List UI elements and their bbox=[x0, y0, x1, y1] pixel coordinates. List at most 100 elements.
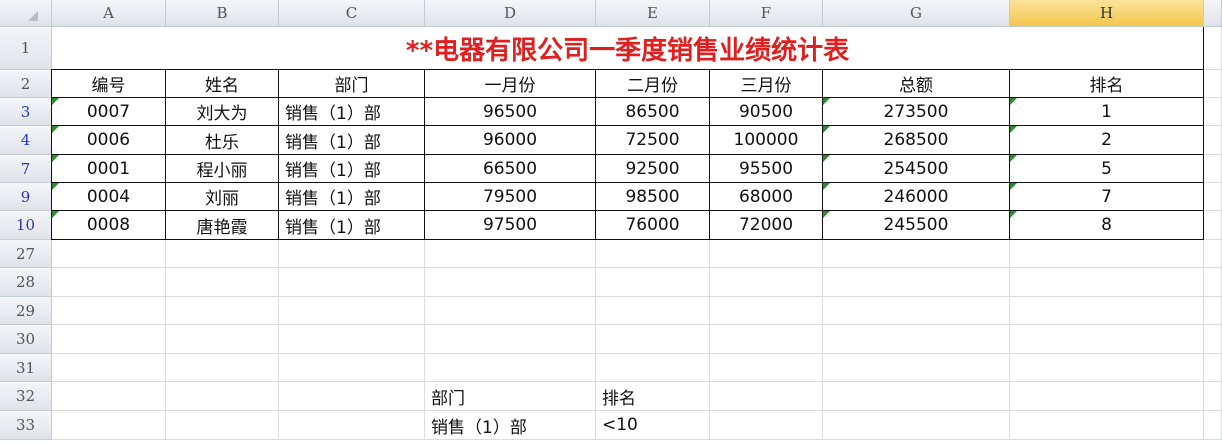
header-cell[interactable]: 部门 bbox=[278, 69, 425, 98]
cell[interactable] bbox=[823, 297, 1010, 325]
data-cell[interactable]: 销售（1）部 bbox=[278, 210, 425, 240]
data-cell[interactable]: 杜乐 bbox=[165, 125, 279, 155]
data-cell[interactable]: 0001 bbox=[51, 154, 166, 183]
data-cell[interactable]: 唐艳霞 bbox=[165, 210, 279, 240]
data-cell[interactable]: 98500 bbox=[595, 182, 710, 211]
cell[interactable] bbox=[596, 240, 710, 268]
cell[interactable] bbox=[1010, 325, 1204, 354]
row-header[interactable]: 4 bbox=[0, 126, 52, 155]
cell[interactable] bbox=[710, 297, 823, 325]
data-cell[interactable]: 刘丽 bbox=[165, 182, 279, 211]
cell[interactable] bbox=[279, 297, 425, 325]
cell[interactable] bbox=[52, 268, 166, 297]
cell[interactable] bbox=[166, 382, 279, 411]
cell[interactable] bbox=[1204, 98, 1222, 126]
data-cell[interactable]: 0006 bbox=[51, 125, 166, 155]
select-all-corner[interactable] bbox=[0, 0, 52, 27]
data-cell[interactable]: 92500 bbox=[595, 154, 710, 183]
cell[interactable] bbox=[710, 325, 823, 354]
header-cell[interactable]: 三月份 bbox=[709, 69, 823, 98]
data-cell[interactable]: 销售（1）部 bbox=[278, 97, 425, 126]
cell[interactable] bbox=[1010, 268, 1204, 297]
data-cell[interactable]: 销售（1）部 bbox=[278, 154, 425, 183]
row-header[interactable]: 29 bbox=[0, 297, 52, 325]
data-cell[interactable]: 273500 bbox=[822, 97, 1010, 126]
cell[interactable] bbox=[52, 382, 166, 411]
cell[interactable] bbox=[823, 354, 1010, 382]
data-cell[interactable]: 1 bbox=[1009, 97, 1204, 126]
cell[interactable] bbox=[1010, 297, 1204, 325]
cell[interactable] bbox=[279, 411, 425, 440]
header-cell[interactable]: 二月份 bbox=[595, 69, 710, 98]
column-header-f[interactable]: F bbox=[710, 0, 823, 27]
header-cell[interactable]: 总额 bbox=[822, 69, 1010, 98]
data-cell[interactable]: 5 bbox=[1009, 154, 1204, 183]
cell[interactable] bbox=[425, 268, 596, 297]
data-cell[interactable]: 90500 bbox=[709, 97, 823, 126]
cell[interactable] bbox=[1204, 411, 1222, 440]
cell[interactable] bbox=[710, 382, 823, 411]
header-cell[interactable]: 编号 bbox=[51, 69, 166, 98]
data-cell[interactable]: 0007 bbox=[51, 97, 166, 126]
column-header-a[interactable]: A bbox=[52, 0, 166, 27]
data-cell[interactable]: 0008 bbox=[51, 210, 166, 240]
row-header[interactable]: 10 bbox=[0, 211, 52, 240]
column-header-e[interactable]: E bbox=[596, 0, 710, 27]
cell[interactable] bbox=[1204, 354, 1222, 382]
header-cell[interactable]: 排名 bbox=[1009, 69, 1204, 98]
cell[interactable] bbox=[166, 240, 279, 268]
cell[interactable] bbox=[1204, 27, 1222, 70]
data-cell[interactable]: 254500 bbox=[822, 154, 1010, 183]
data-cell[interactable]: 76000 bbox=[595, 210, 710, 240]
cell[interactable] bbox=[1010, 382, 1204, 411]
cell[interactable] bbox=[1204, 183, 1222, 211]
cell[interactable] bbox=[823, 268, 1010, 297]
row-header[interactable]: 2 bbox=[0, 70, 52, 98]
data-cell[interactable]: 97500 bbox=[424, 210, 596, 240]
row-header[interactable]: 30 bbox=[0, 325, 52, 354]
cell[interactable] bbox=[823, 382, 1010, 411]
column-header-b[interactable]: B bbox=[166, 0, 279, 27]
cell[interactable] bbox=[596, 325, 710, 354]
cell[interactable] bbox=[1204, 240, 1222, 268]
data-cell[interactable]: 72500 bbox=[595, 125, 710, 155]
cell[interactable] bbox=[710, 240, 823, 268]
cell[interactable] bbox=[710, 268, 823, 297]
cell[interactable] bbox=[166, 411, 279, 440]
data-cell[interactable]: 0004 bbox=[51, 182, 166, 211]
data-cell[interactable]: 68000 bbox=[709, 182, 823, 211]
column-header-g[interactable]: G bbox=[823, 0, 1010, 27]
criteria-cell[interactable]: 销售（1）部 bbox=[425, 411, 596, 440]
cell[interactable] bbox=[823, 325, 1010, 354]
row-header[interactable]: 27 bbox=[0, 240, 52, 268]
data-cell[interactable]: 7 bbox=[1009, 182, 1204, 211]
cell[interactable] bbox=[52, 354, 166, 382]
data-cell[interactable]: 96000 bbox=[424, 125, 596, 155]
criteria-cell[interactable]: 部门 bbox=[425, 382, 596, 411]
cell[interactable] bbox=[596, 354, 710, 382]
cell[interactable] bbox=[52, 240, 166, 268]
cell[interactable] bbox=[279, 354, 425, 382]
cell[interactable] bbox=[1204, 70, 1222, 98]
data-cell[interactable]: 96500 bbox=[424, 97, 596, 126]
header-cell[interactable]: 姓名 bbox=[165, 69, 279, 98]
cell[interactable] bbox=[425, 240, 596, 268]
data-cell[interactable]: 程小丽 bbox=[165, 154, 279, 183]
row-header[interactable]: 31 bbox=[0, 354, 52, 382]
data-cell[interactable]: 刘大为 bbox=[165, 97, 279, 126]
cell[interactable] bbox=[1010, 240, 1204, 268]
cell[interactable] bbox=[166, 325, 279, 354]
sheet-title[interactable]: **电器有限公司一季度销售业绩统计表 bbox=[52, 27, 1204, 70]
data-cell[interactable]: 2 bbox=[1009, 125, 1204, 155]
row-header[interactable]: 7 bbox=[0, 155, 52, 183]
cell[interactable] bbox=[596, 268, 710, 297]
cell[interactable] bbox=[1010, 411, 1204, 440]
column-header-d[interactable]: D bbox=[425, 0, 596, 27]
cell[interactable] bbox=[279, 268, 425, 297]
row-header[interactable]: 32 bbox=[0, 382, 52, 411]
cell[interactable] bbox=[52, 325, 166, 354]
cell[interactable] bbox=[166, 354, 279, 382]
cell[interactable] bbox=[52, 411, 166, 440]
data-cell[interactable]: 268500 bbox=[822, 125, 1010, 155]
data-cell[interactable]: 246000 bbox=[822, 182, 1010, 211]
